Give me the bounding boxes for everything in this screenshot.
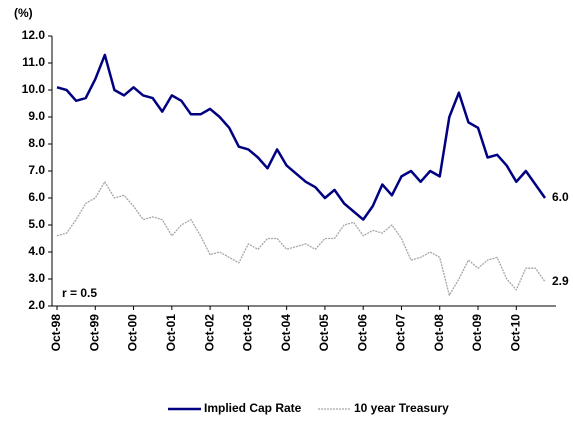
y-tick-label: 2.0 [28, 298, 45, 312]
y-tick-label: 5.0 [28, 217, 45, 231]
x-tick-label: Oct-05 [317, 314, 331, 352]
y-tick-label: 4.0 [28, 244, 45, 258]
legend-label: 10 year Treasury [354, 401, 449, 415]
x-tick-label: Oct-10 [508, 314, 522, 352]
legend-label: Implied Cap Rate [204, 401, 302, 415]
x-tick-label: Oct-03 [241, 314, 255, 352]
annotation: 6.0 [552, 190, 569, 204]
y-tick-label: 6.0 [28, 190, 45, 204]
x-tick-label: Oct-98 [49, 314, 63, 352]
x-tick-label: Oct-09 [470, 314, 484, 352]
series-line [56, 181, 546, 296]
series-line [56, 53, 547, 221]
annotation: r = 0.5 [62, 286, 97, 300]
x-tick-label: Oct-07 [394, 314, 408, 352]
x-tick-label: Oct-01 [164, 314, 178, 352]
annotation: 2.9 [552, 274, 569, 288]
x-tick-label: Oct-08 [432, 314, 446, 352]
y-tick-label: 10.0 [22, 82, 46, 96]
x-tick-label: Oct-02 [202, 314, 216, 352]
y-tick-label: 9.0 [28, 109, 45, 123]
x-tick-label: Oct-06 [355, 314, 369, 352]
y-tick-label: 12.0 [22, 28, 46, 42]
y-tick-label: 11.0 [22, 55, 45, 69]
x-tick-label: Oct-04 [279, 314, 293, 352]
y-tick-label: 7.0 [28, 163, 45, 177]
y-tick-label: 3.0 [28, 271, 45, 285]
y-tick-label: 8.0 [28, 136, 45, 150]
x-tick-label: Oct-99 [87, 314, 101, 352]
x-tick-label: Oct-00 [126, 314, 140, 352]
y-axis-label: (%) [14, 6, 33, 20]
